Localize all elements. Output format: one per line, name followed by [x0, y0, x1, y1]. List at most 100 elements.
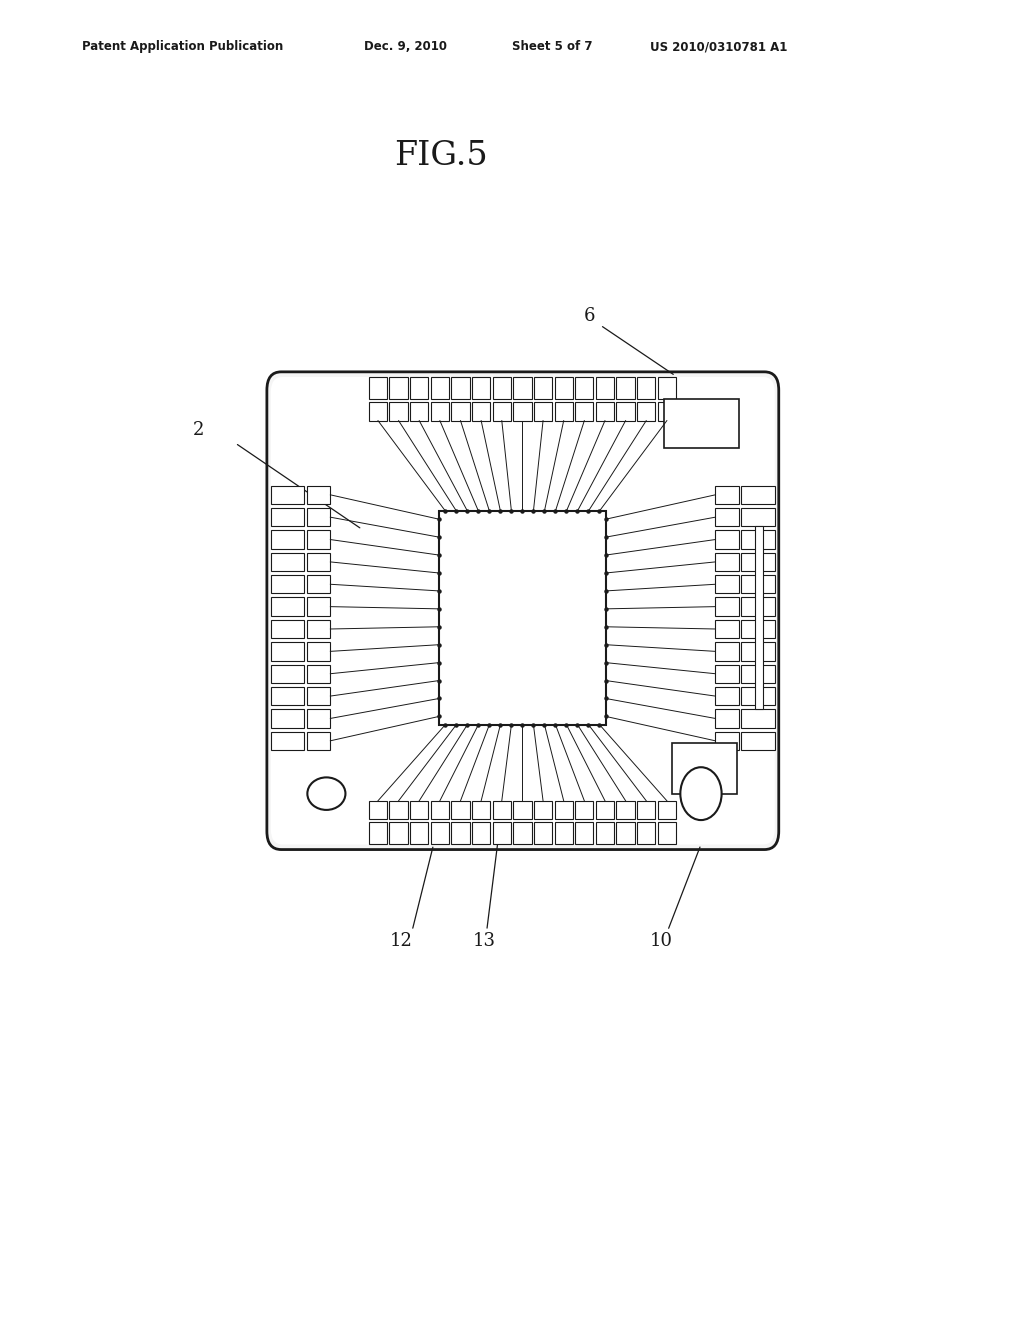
Bar — [741, 664, 775, 682]
Bar — [741, 709, 775, 727]
Bar — [715, 553, 739, 572]
Bar — [741, 531, 775, 549]
Bar — [596, 403, 614, 421]
Bar — [741, 598, 775, 615]
Bar — [472, 822, 490, 845]
Bar — [534, 801, 552, 818]
Bar — [452, 801, 470, 818]
Bar — [270, 508, 304, 527]
Bar — [472, 403, 490, 421]
Bar — [306, 531, 331, 549]
Bar — [369, 801, 387, 818]
Bar — [657, 378, 676, 399]
Bar — [306, 686, 331, 705]
Bar — [715, 576, 739, 594]
Bar — [306, 709, 331, 727]
Bar — [472, 378, 490, 399]
Bar — [715, 598, 739, 615]
Bar — [306, 553, 331, 572]
Bar — [596, 822, 614, 845]
Bar — [306, 664, 331, 682]
Bar — [741, 508, 775, 527]
Bar — [534, 403, 552, 421]
Bar — [513, 801, 531, 818]
Bar — [637, 403, 655, 421]
Text: 13: 13 — [473, 932, 497, 950]
Text: US 2010/0310781 A1: US 2010/0310781 A1 — [650, 40, 787, 53]
Bar — [270, 486, 304, 504]
Bar — [270, 553, 304, 572]
Bar — [715, 731, 739, 750]
Bar — [672, 743, 736, 793]
Bar — [493, 378, 511, 399]
Bar — [637, 378, 655, 399]
FancyBboxPatch shape — [267, 372, 779, 850]
Bar — [616, 403, 635, 421]
Bar — [575, 403, 594, 421]
Bar — [596, 378, 614, 399]
Bar — [664, 399, 739, 447]
Bar — [270, 598, 304, 615]
Bar — [555, 801, 572, 818]
Bar — [493, 403, 511, 421]
Bar — [513, 378, 531, 399]
Text: 6: 6 — [584, 308, 595, 325]
Bar — [439, 511, 606, 725]
Bar — [715, 664, 739, 682]
Bar — [596, 801, 614, 818]
Bar — [431, 801, 449, 818]
Text: Dec. 9, 2010: Dec. 9, 2010 — [364, 40, 446, 53]
Bar — [616, 378, 635, 399]
Bar — [715, 531, 739, 549]
Bar — [306, 643, 331, 660]
Bar — [575, 378, 594, 399]
Bar — [389, 403, 408, 421]
Bar — [555, 822, 572, 845]
Bar — [431, 378, 449, 399]
Bar — [270, 643, 304, 660]
Bar — [741, 486, 775, 504]
Bar — [741, 553, 775, 572]
Bar — [411, 403, 428, 421]
Bar — [741, 686, 775, 705]
Bar — [452, 822, 470, 845]
Bar — [493, 801, 511, 818]
Text: 12: 12 — [390, 932, 413, 950]
Bar — [411, 822, 428, 845]
Bar — [741, 731, 775, 750]
Bar — [534, 822, 552, 845]
Bar — [306, 576, 331, 594]
Bar — [555, 403, 572, 421]
Bar — [270, 731, 304, 750]
Bar — [306, 598, 331, 615]
Bar — [657, 801, 676, 818]
FancyBboxPatch shape — [270, 378, 775, 845]
Bar — [513, 403, 531, 421]
Bar — [534, 378, 552, 399]
Text: 2: 2 — [194, 421, 205, 438]
Bar — [306, 508, 331, 527]
Bar — [369, 403, 387, 421]
Bar — [306, 486, 331, 504]
Bar — [637, 801, 655, 818]
Bar — [270, 576, 304, 594]
Text: FIG.5: FIG.5 — [394, 140, 488, 172]
Bar — [715, 620, 739, 638]
Bar — [431, 403, 449, 421]
Bar — [411, 801, 428, 818]
Bar — [616, 822, 635, 845]
Ellipse shape — [307, 777, 345, 810]
Bar — [616, 801, 635, 818]
Bar — [369, 378, 387, 399]
Bar — [369, 822, 387, 845]
Bar — [270, 686, 304, 705]
Bar — [472, 801, 490, 818]
Bar — [637, 822, 655, 845]
Text: 10: 10 — [650, 932, 673, 950]
Bar — [431, 822, 449, 845]
Bar — [306, 620, 331, 638]
Bar — [389, 822, 408, 845]
Bar — [411, 378, 428, 399]
Bar — [513, 822, 531, 845]
Bar — [555, 378, 572, 399]
